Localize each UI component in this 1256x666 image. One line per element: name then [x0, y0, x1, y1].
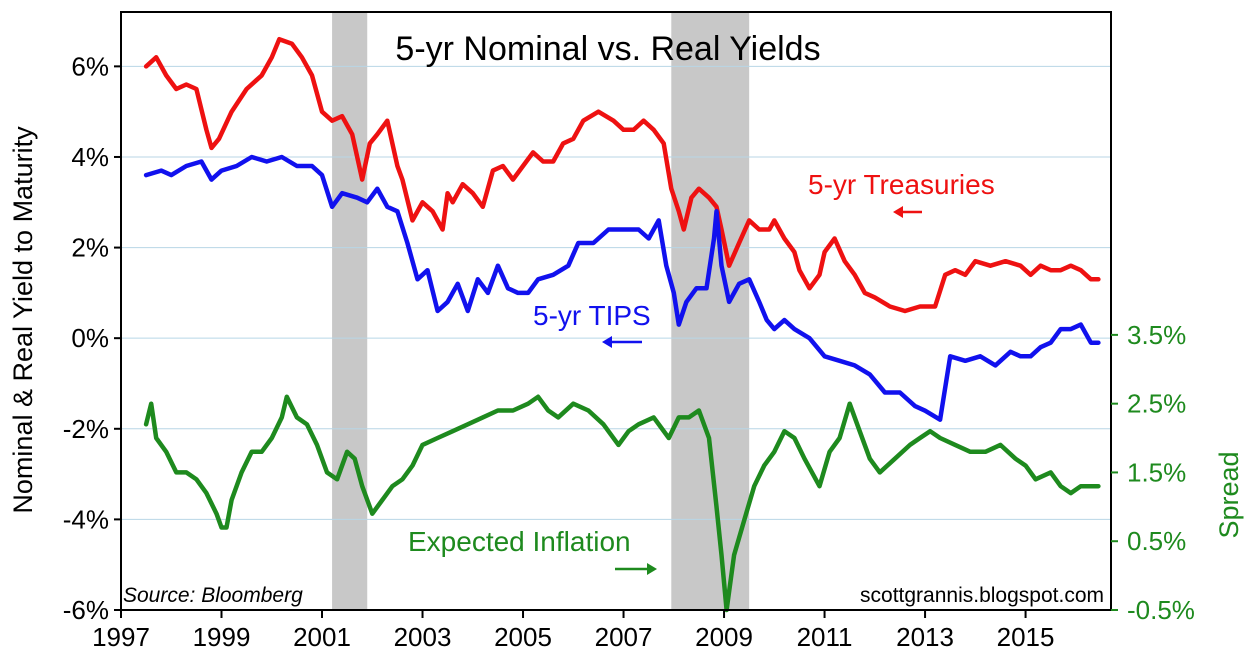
- y2-tick-label-4: -0.5%: [1127, 595, 1195, 625]
- y-tick-label-5: -4%: [63, 504, 109, 534]
- y-tick-label-2: 2%: [71, 233, 109, 263]
- grid-lines: [121, 65, 1111, 520]
- y2-tick-label-2: 1.5%: [1127, 457, 1186, 487]
- x-tick-label-8: 2013: [896, 622, 954, 652]
- y2-tick-label-1: 2.5%: [1127, 389, 1186, 419]
- tips-label: 5-yr TIPS: [533, 300, 651, 331]
- credit-note: scottgrannis.blogspot.com: [860, 584, 1104, 607]
- x-tick-label-5: 2007: [595, 622, 653, 652]
- y-tick-label-0: 6%: [71, 51, 109, 81]
- x-tick-label-9: 2015: [997, 622, 1055, 652]
- y-axis-left: 6% 4% 2% 0% -2% -4% -6%: [63, 51, 121, 625]
- series-lines: [143, 36, 1101, 613]
- y-tick-label-3: 0%: [71, 323, 109, 353]
- series-line-expected-inflation: [143, 394, 1101, 613]
- y-axis-right-label: Spread: [1214, 451, 1244, 538]
- y2-tick-label-3: 0.5%: [1127, 526, 1186, 556]
- x-tick-label-4: 2005: [494, 622, 552, 652]
- treasuries-arrow-icon: [893, 206, 922, 218]
- x-tick-label-2: 2001: [293, 622, 351, 652]
- plot-frame: [120, 11, 1112, 611]
- x-axis: 1997 1999 2001 2003 2005 2007 2009 2011 2013 2015: [92, 610, 1054, 652]
- x-tick-label-1: 1999: [193, 622, 251, 652]
- y-tick-label-4: -2%: [63, 414, 109, 444]
- inflation-label: Expected Inflation: [408, 526, 631, 557]
- source-note: Source: Bloomberg: [123, 584, 303, 607]
- x-tick-label-6: 2009: [695, 622, 753, 652]
- y-axis-left-label: Nominal & Real Yield to Maturity: [8, 126, 38, 514]
- y-axis-right: 3.5% 2.5% 1.5% 0.5% -0.5%: [1111, 320, 1195, 625]
- tips-arrow-icon: [602, 336, 642, 348]
- series-line-5-yr-treasuries: [143, 36, 1101, 314]
- y-tick-label-1: 4%: [71, 142, 109, 172]
- x-tick-label-0: 1997: [92, 622, 150, 652]
- x-tick-label-3: 2003: [394, 622, 452, 652]
- y2-tick-label-0: 3.5%: [1127, 320, 1186, 350]
- recession-band-0: [332, 12, 368, 610]
- recession-bands: [332, 12, 750, 610]
- y-tick-label-6: -6%: [63, 595, 109, 625]
- series-line-5-yr-tips: [143, 154, 1101, 422]
- inflation-arrow-icon: [615, 563, 657, 575]
- chart-title: 5-yr Nominal vs. Real Yields: [395, 30, 820, 68]
- x-tick-label-7: 2011: [797, 622, 853, 652]
- treasuries-label: 5-yr Treasuries: [808, 169, 995, 200]
